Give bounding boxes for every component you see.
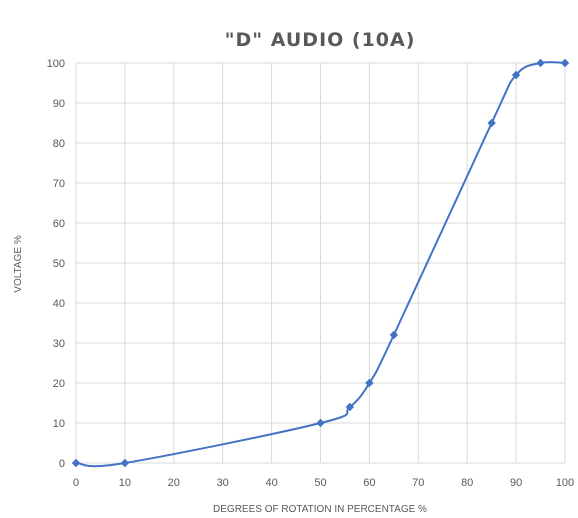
data-point-marker: [511, 70, 521, 80]
y-axis-title: VOLTAGE %: [13, 235, 24, 293]
x-tick-label: 90: [510, 477, 522, 489]
y-tick-label: 80: [53, 138, 65, 150]
x-tick-label: 50: [314, 477, 326, 489]
y-tick-label: 100: [47, 58, 65, 70]
x-tick-label: 10: [119, 477, 131, 489]
x-tick-label: 20: [168, 477, 180, 489]
chart-title: "D" AUDIO (10A): [225, 29, 416, 51]
series-layer: [71, 58, 570, 468]
tick-labels: 0 10 20 30 40 50 60 70 80 90 100 0 10 20 30 40 50 60 70 80 9…: [47, 58, 575, 489]
y-tick-label: 30: [53, 338, 65, 350]
y-tick-label: 50: [53, 258, 65, 270]
y-tick-label: 90: [53, 98, 65, 110]
data-point-marker: [71, 458, 81, 468]
x-tick-label: 80: [461, 477, 473, 489]
y-tick-label: 0: [59, 458, 65, 470]
data-point-marker: [316, 418, 325, 428]
data-point-marker: [560, 58, 570, 68]
x-tick-label: 70: [412, 477, 424, 489]
data-point-marker: [487, 118, 496, 128]
x-tick-label: 60: [363, 477, 375, 489]
series-line: [75, 61, 566, 468]
x-tick-label: 0: [73, 477, 79, 489]
x-tick-label: 100: [556, 477, 574, 489]
data-point-marker: [345, 402, 355, 412]
x-tick-label: 30: [217, 477, 229, 489]
y-tick-label: 20: [53, 378, 65, 390]
data-point-marker: [120, 458, 130, 468]
y-tick-label: 10: [53, 418, 65, 430]
y-tick-label: 70: [53, 178, 65, 190]
data-point-marker: [536, 58, 545, 68]
x-tick-label: 40: [265, 477, 277, 489]
data-point-marker: [389, 330, 399, 340]
data-point-marker: [365, 378, 374, 388]
y-tick-label: 40: [53, 298, 65, 310]
x-axis-title: DEGREES OF ROTATION IN PERCENTAGE %: [213, 504, 427, 515]
y-tick-label: 60: [53, 218, 65, 230]
